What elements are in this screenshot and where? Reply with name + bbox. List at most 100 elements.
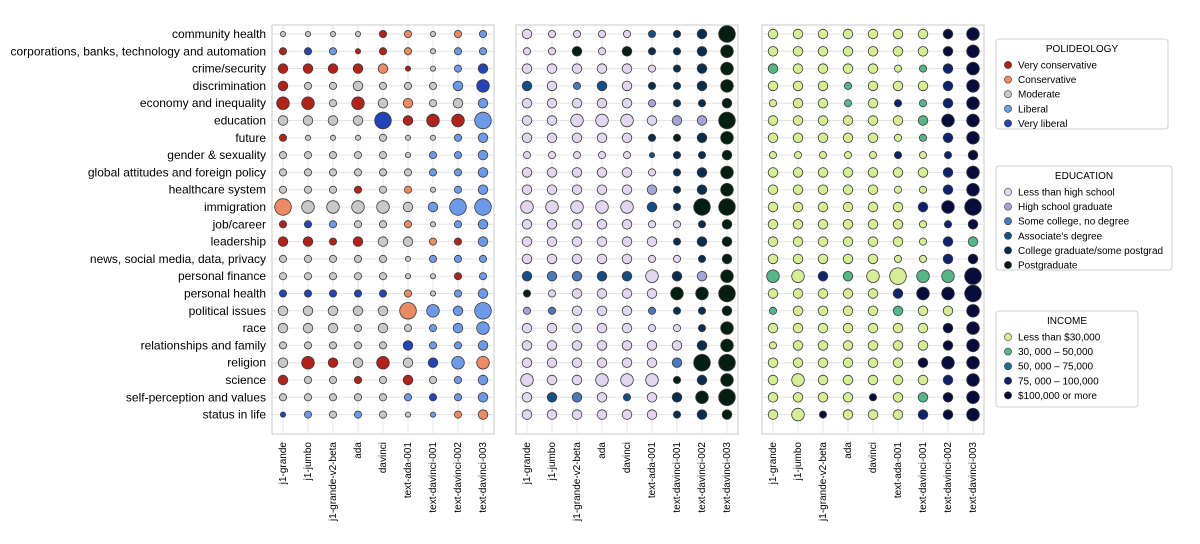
data-point xyxy=(352,80,364,92)
data-point xyxy=(474,302,492,320)
data-point xyxy=(328,410,337,419)
data-point xyxy=(378,29,387,38)
topic-label: job/career xyxy=(212,217,266,231)
data-point xyxy=(817,288,829,299)
data-point xyxy=(623,151,632,160)
data-point xyxy=(892,80,904,92)
data-point xyxy=(302,115,314,126)
data-point xyxy=(429,48,436,55)
legend-label: High school graduate xyxy=(1018,202,1113,213)
legend-marker xyxy=(1004,333,1012,341)
data-point xyxy=(867,357,879,368)
data-point xyxy=(328,81,337,90)
data-point xyxy=(767,219,779,230)
data-point xyxy=(523,306,532,315)
data-point xyxy=(646,184,658,195)
data-point xyxy=(571,219,583,230)
data-point xyxy=(966,407,980,422)
data-point xyxy=(792,236,804,247)
data-point xyxy=(571,340,583,351)
data-point xyxy=(428,375,437,384)
data-point xyxy=(698,151,707,160)
data-point xyxy=(573,29,582,38)
data-point xyxy=(792,201,804,213)
data-point xyxy=(327,357,339,368)
data-point xyxy=(596,409,608,420)
data-point xyxy=(452,97,464,109)
data-point xyxy=(353,220,362,229)
legend-label: Liberal xyxy=(1018,104,1048,115)
data-point xyxy=(696,28,708,40)
data-point xyxy=(596,288,608,299)
data-point xyxy=(326,200,340,214)
data-point xyxy=(429,134,436,141)
model-tick-label: text-davinci-003 xyxy=(478,442,489,513)
data-point xyxy=(521,253,533,265)
data-point xyxy=(303,410,312,419)
data-point xyxy=(892,322,904,334)
data-point xyxy=(546,340,558,351)
data-point xyxy=(696,374,708,386)
data-point xyxy=(428,237,437,246)
data-point xyxy=(596,236,608,247)
legend-title: POLIDEOLOGY xyxy=(1046,44,1119,55)
topic-label: leadership xyxy=(211,235,267,249)
data-point xyxy=(817,271,829,282)
legend-label: 50, 000 – 75,000 xyxy=(1018,362,1094,373)
data-point xyxy=(596,167,608,178)
data-point xyxy=(571,253,583,265)
data-point xyxy=(621,132,633,144)
data-point xyxy=(302,305,314,317)
data-point xyxy=(817,28,829,40)
data-point xyxy=(792,132,804,144)
data-point xyxy=(917,322,929,334)
data-point xyxy=(428,393,437,402)
data-point xyxy=(894,133,903,142)
legend-marker xyxy=(1004,61,1012,69)
data-point xyxy=(894,151,903,160)
data-point xyxy=(794,151,803,160)
data-point xyxy=(274,198,292,216)
data-point xyxy=(792,219,804,230)
data-point xyxy=(673,202,682,211)
data-point xyxy=(352,357,364,368)
data-point xyxy=(378,375,387,384)
data-point xyxy=(673,410,682,419)
topic-label: status in life xyxy=(203,408,267,422)
data-point xyxy=(842,132,854,144)
data-point xyxy=(867,132,879,144)
data-point xyxy=(767,80,779,92)
data-point xyxy=(645,269,659,283)
data-point xyxy=(695,390,709,405)
data-point xyxy=(276,96,290,110)
data-point xyxy=(404,134,411,141)
data-point xyxy=(571,167,583,178)
data-point xyxy=(718,354,736,372)
data-point xyxy=(942,253,954,265)
data-point xyxy=(354,48,361,55)
data-point xyxy=(378,341,387,350)
data-point xyxy=(867,167,879,178)
data-point xyxy=(404,255,411,262)
data-point xyxy=(817,340,829,351)
data-point xyxy=(571,271,583,282)
data-point xyxy=(477,149,489,161)
data-point xyxy=(769,151,778,160)
data-point xyxy=(301,200,315,214)
model-tick-label: j1-grande-v2-beta xyxy=(328,442,339,522)
data-point xyxy=(671,340,683,351)
topic-label: future xyxy=(235,131,266,145)
data-point xyxy=(402,357,414,368)
data-point xyxy=(477,132,489,144)
data-point xyxy=(648,133,657,142)
data-point xyxy=(548,306,557,315)
topic-label: education xyxy=(214,114,266,128)
data-point xyxy=(892,201,904,213)
data-point xyxy=(720,269,734,283)
data-point xyxy=(648,220,657,229)
data-point xyxy=(452,305,464,317)
data-point xyxy=(698,99,707,108)
data-point xyxy=(942,46,954,57)
data-point xyxy=(327,115,339,126)
